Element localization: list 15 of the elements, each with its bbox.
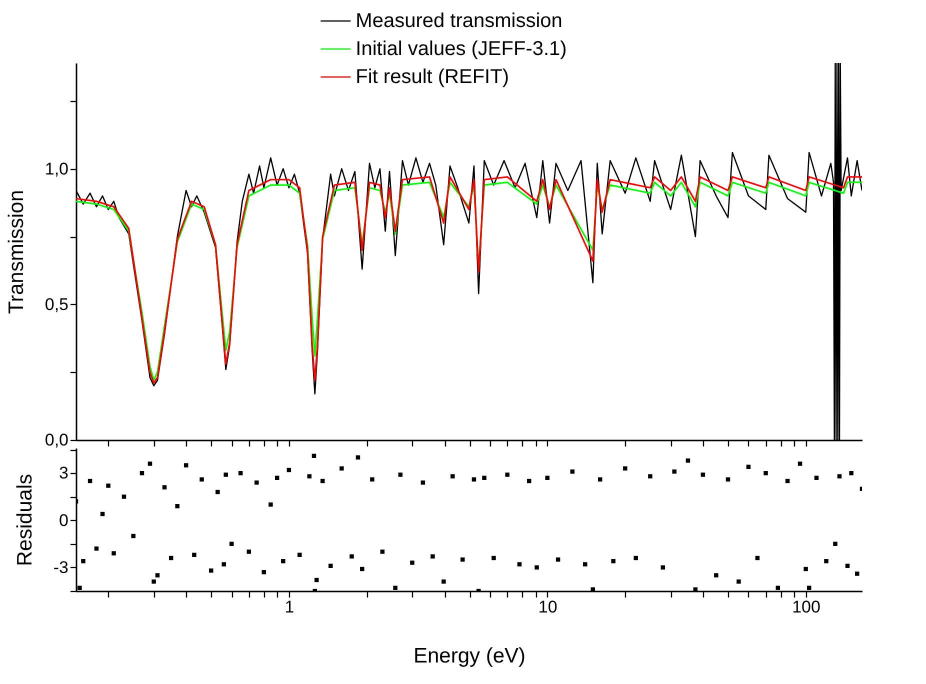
y-tick-label: 0 [59,510,68,530]
y-tick-label: 1,0 [44,159,68,178]
legend-label: Initial values (JEFF-3.1) [356,38,567,60]
y-axis-title: Residuals [13,474,36,566]
y-axis-title: Transmission [4,190,28,314]
x-tick-label: 1 [284,598,294,616]
y-tick-label: 0,0 [44,430,68,450]
x-tick-label: 100 [792,598,820,616]
x-tick-label: 10 [538,598,558,616]
legend-label: Fit result (REFIT) [356,66,510,88]
legend-label: Measured transmission [356,10,562,32]
y-tick-label: 0,5 [44,294,68,314]
x-axis-title: Energy (eV) [413,644,526,668]
y-tick-label: -3 [53,558,68,577]
y-tick-label: 3 [59,464,68,483]
